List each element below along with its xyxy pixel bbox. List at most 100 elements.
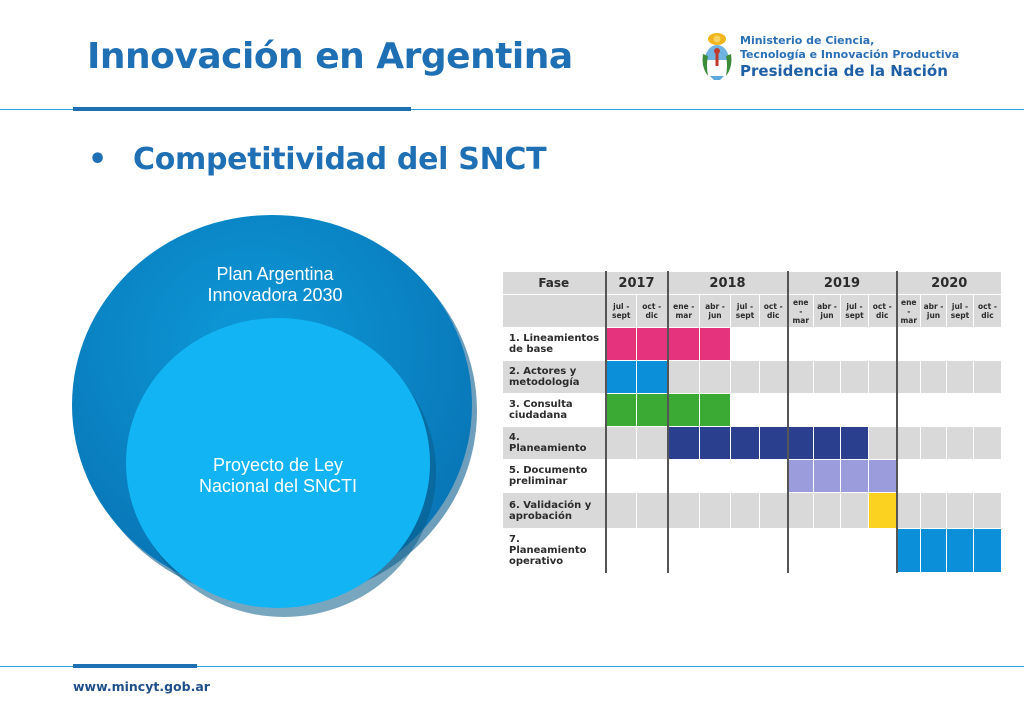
- gantt-empty-cell: [920, 459, 947, 493]
- gantt-empty-cell: [786, 360, 814, 394]
- gantt-bar-cell: [636, 393, 668, 427]
- gantt-bar-cell: [895, 528, 921, 573]
- gantt-empty-cell: [786, 327, 814, 361]
- gantt-empty-cell: [730, 327, 760, 361]
- gantt-empty-cell: [730, 492, 760, 529]
- gantt-period-label: abr - jun: [920, 294, 947, 328]
- gantt-empty-cell: [946, 393, 974, 427]
- gantt-empty-cell: [973, 327, 1002, 361]
- gantt-bar-cell: [786, 426, 814, 460]
- gantt-phase-label: 2. Actores y metodología: [502, 360, 607, 394]
- gantt-phase-header: Fase: [502, 271, 607, 295]
- inner-circle: [126, 318, 430, 608]
- gantt-phase-label: 7. Planeamiento operativo: [502, 528, 607, 573]
- gantt-empty-cell: [604, 528, 637, 573]
- gantt-phase-row: 2. Actores y metodología: [502, 360, 1002, 394]
- gantt-empty-cell: [636, 528, 668, 573]
- footer-url[interactable]: www.mincyt.gob.ar: [73, 679, 210, 694]
- gantt-period-label: abr - jun: [699, 294, 731, 328]
- gantt-chart: Fase 2017 2018 2019 2020 jul - sept oct - dic e…: [502, 271, 1002, 573]
- gantt-empty-cell: [946, 492, 974, 529]
- logo-line-1: Ministerio de Ciencia,: [740, 34, 875, 47]
- gantt-phase-row: 3. Consulta ciudadana: [502, 393, 1002, 427]
- gantt-period-header-blank: [502, 294, 607, 328]
- gantt-empty-cell: [813, 528, 841, 573]
- gantt-empty-cell: [666, 528, 700, 573]
- gantt-empty-cell: [895, 393, 921, 427]
- gantt-empty-cell: [840, 528, 869, 573]
- gantt-empty-cell: [813, 492, 841, 529]
- gantt-empty-cell: [636, 459, 668, 493]
- gantt-phase-row: 6. Validación y aprobación: [502, 492, 1002, 529]
- header-accent-bar: [73, 107, 411, 111]
- gantt-bar-cell: [666, 327, 700, 361]
- gantt-empty-cell: [895, 459, 921, 493]
- gantt-empty-cell: [699, 360, 731, 394]
- gantt-bar-cell: [973, 528, 1002, 573]
- gantt-period-label: abr - jun: [813, 294, 841, 328]
- gantt-empty-cell: [759, 393, 788, 427]
- gantt-empty-cell: [840, 327, 869, 361]
- gantt-empty-cell: [730, 459, 760, 493]
- gantt-empty-cell: [813, 393, 841, 427]
- gantt-empty-cell: [973, 393, 1002, 427]
- gantt-empty-cell: [759, 360, 788, 394]
- gantt-empty-cell: [895, 360, 921, 394]
- gantt-empty-cell: [813, 360, 841, 394]
- gantt-empty-cell: [759, 459, 788, 493]
- gantt-bar-cell: [699, 327, 731, 361]
- footer-divider: [0, 666, 1024, 667]
- gantt-empty-cell: [946, 426, 974, 460]
- gantt-bar-cell: [813, 459, 841, 493]
- slide-title: Innovación en Argentina: [87, 36, 573, 77]
- gantt-empty-cell: [868, 393, 897, 427]
- gantt-bar-cell: [813, 426, 841, 460]
- gantt-empty-cell: [786, 492, 814, 529]
- argentina-coat-of-arms-icon: [702, 33, 732, 80]
- gantt-period-label: ene - mar: [786, 294, 814, 328]
- gantt-empty-cell: [920, 360, 947, 394]
- gantt-phase-label: 5. Documento preliminar: [502, 459, 607, 493]
- gantt-empty-cell: [730, 360, 760, 394]
- gantt-bar-cell: [868, 459, 897, 493]
- gantt-bar-cell: [730, 426, 760, 460]
- gantt-empty-cell: [699, 492, 731, 529]
- gantt-empty-cell: [666, 492, 700, 529]
- gantt-empty-cell: [946, 327, 974, 361]
- gantt-phase-row: 4. Planeamiento: [502, 426, 1002, 460]
- gantt-phase-label: 3. Consulta ciudadana: [502, 393, 607, 427]
- gantt-empty-cell: [895, 492, 921, 529]
- gantt-empty-cell: [895, 327, 921, 361]
- gantt-period-label: ene - mar: [895, 294, 921, 328]
- logo-line-3: Presidencia de la Nación: [740, 62, 948, 80]
- gantt-empty-cell: [840, 360, 869, 394]
- gantt-empty-cell: [786, 528, 814, 573]
- gantt-empty-cell: [759, 327, 788, 361]
- gantt-empty-cell: [973, 492, 1002, 529]
- logo-line-2: Tecnología e Innovación Productiva: [740, 48, 960, 61]
- gantt-empty-cell: [730, 528, 760, 573]
- gantt-bar-cell: [604, 360, 637, 394]
- gantt-empty-cell: [868, 360, 897, 394]
- gantt-empty-cell: [840, 393, 869, 427]
- gantt-phase-label: 4. Planeamiento: [502, 426, 607, 460]
- bullet-marker: •: [88, 142, 108, 177]
- footer-accent-bar: [73, 664, 197, 668]
- gantt-empty-cell: [604, 459, 637, 493]
- gantt-empty-cell: [759, 492, 788, 529]
- gantt-bar-cell: [868, 492, 897, 529]
- gantt-bar-cell: [946, 528, 974, 573]
- gantt-period-label: oct - dic: [636, 294, 668, 328]
- gantt-empty-cell: [699, 459, 731, 493]
- gantt-empty-cell: [973, 459, 1002, 493]
- inner-circle-label: Proyecto de Ley Nacional del SNCTI: [198, 455, 358, 496]
- gantt-empty-cell: [699, 528, 731, 573]
- gantt-empty-cell: [920, 426, 947, 460]
- gantt-bar-cell: [604, 327, 637, 361]
- gantt-phase-row: 5. Documento preliminar: [502, 459, 1002, 493]
- gantt-bar-cell: [699, 393, 731, 427]
- gantt-period-label: oct - dic: [973, 294, 1002, 328]
- gantt-empty-cell: [895, 426, 921, 460]
- gantt-bar-cell: [666, 393, 700, 427]
- gantt-empty-cell: [730, 393, 760, 427]
